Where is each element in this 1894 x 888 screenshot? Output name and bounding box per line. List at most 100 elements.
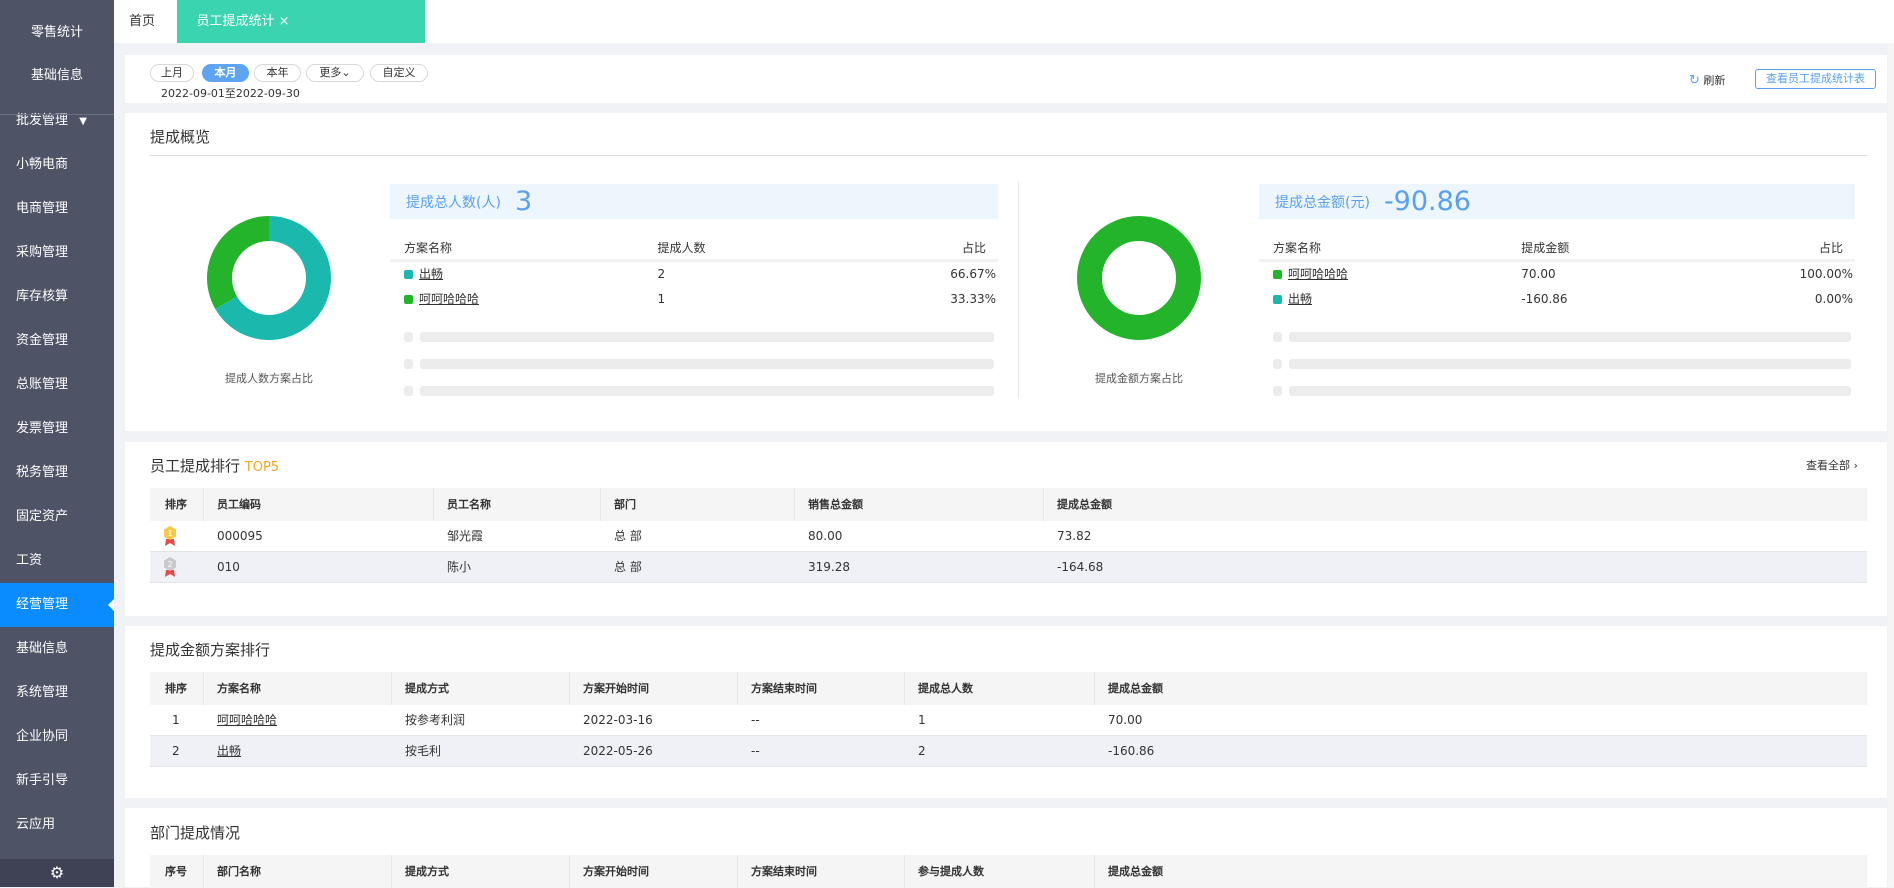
plan-cell[interactable]: 呵呵哈哈哈 [1273, 262, 1348, 287]
plan-name-link[interactable]: 出畅 [1288, 292, 1313, 306]
donut-slice[interactable] [1077, 216, 1201, 340]
sidebar-item[interactable]: 系统管理 [16, 685, 69, 700]
column-header: 销售总金额 [808, 498, 863, 511]
ranking-title: 员工提成排行 TOP5 [150, 457, 280, 475]
plan-name-link[interactable]: 呵呵哈哈哈 [217, 713, 278, 727]
refresh-icon: ↻ [1689, 73, 1700, 88]
legend-header: 方案名称 提成人数 占比 [390, 234, 998, 262]
filter-button[interactable]: 本月 [202, 64, 249, 82]
column-header: 方案开始时间 [583, 865, 649, 878]
sidebar-item[interactable]: 批发管理 ▼ [16, 113, 87, 128]
table-cell: 邹光霞 [447, 529, 484, 543]
legend-swatch [1273, 270, 1282, 279]
legend-swatch [1273, 295, 1282, 304]
table-cell: 73.82 [1057, 529, 1092, 543]
percent-cell: 0.00% [1814, 292, 1853, 306]
sidebar-item[interactable]: 经营管理 [0, 583, 114, 627]
table-header-row: 排序 方案名称 提成方式 方案开始时间 方案结束时间 提成总人数 提成总金额 [150, 672, 1867, 705]
close-icon[interactable]: × [278, 14, 290, 29]
plan-cell[interactable]: 呵呵哈哈哈 [404, 287, 479, 312]
sidebar-item[interactable]: 库存核算 [16, 289, 69, 304]
sidebar-item[interactable]: 总账管理 [16, 377, 69, 392]
sidebar-item[interactable]: 云应用 [16, 817, 56, 832]
svg-text:1: 1 [167, 529, 172, 538]
sidebar-item[interactable]: 税务管理 [16, 465, 69, 480]
scrollbar[interactable] [1888, 43, 1894, 887]
table-header-row: 序号 部门名称 提成方式 方案开始时间 方案结束时间 参与提成人数 提成总金额 [150, 855, 1867, 888]
skeleton-row [390, 351, 998, 378]
divider [150, 155, 1867, 156]
sidebar-item[interactable]: 零售统计 [30, 25, 83, 40]
sidebar-item[interactable]: 基础信息 [16, 641, 69, 656]
skeleton-row [1259, 351, 1855, 378]
sidebar-item[interactable]: 采购管理 [16, 245, 69, 260]
value-cell: 70.00 [1521, 267, 1556, 281]
tab-employee-commission[interactable] [291, 0, 425, 43]
plans-card [125, 626, 1887, 798]
plans-title: 提成金额方案排行 [150, 641, 271, 659]
tab-label: 员工提成统计 [196, 14, 275, 29]
plan-cell[interactable]: 出畅 [1273, 287, 1312, 312]
ranking-table: 排序 员工编码 员工名称 部门 销售总金额 提成总金额 1 000095 邹光霞总 部 80.00… [150, 488, 1867, 583]
refresh-button[interactable]: ↻ 刷新 [1689, 72, 1725, 88]
dept-title: 部门提成情况 [150, 824, 241, 842]
sidebar-item[interactable]: 固定资产 [16, 509, 69, 524]
overview-title: 提成概览 [150, 128, 211, 146]
people-total-label: 提成总人数(人) [406, 195, 501, 211]
plan-cell[interactable]: 出畅 [404, 262, 443, 287]
column-header: 序号 [165, 865, 187, 878]
filter-button[interactable]: 本年 [254, 64, 301, 82]
sidebar-item[interactable]: 电商管理 [16, 201, 69, 216]
people-legend-table: 方案名称 提成人数 占比 出畅 2 66.67% 呵呵哈哈哈 1 33.33% [390, 234, 998, 405]
percent-cell: 100.00% [1799, 267, 1853, 281]
column-header: 员工名称 [447, 498, 491, 511]
skeleton-row [1259, 324, 1855, 351]
filter-button[interactable]: 上月 [150, 64, 194, 82]
table-cell: 80.00 [808, 529, 843, 543]
view-commission-table-button[interactable]: 查看员工提成统计表 [1755, 69, 1876, 89]
table-row: 2 出畅 按毛利 2022-05-26 -- 2 -160.86 [150, 736, 1867, 767]
silver-medal-icon: 2 [162, 556, 178, 590]
sidebar-item[interactable]: 小畅电商 [16, 157, 69, 172]
amount-total-label: 提成总金额(元) [1275, 195, 1370, 211]
table-cell: 2022-05-26 [583, 744, 653, 758]
chevron-right-icon: › [1853, 459, 1858, 472]
column-header: 方案结束时间 [751, 682, 817, 695]
table-cell: 010 [217, 560, 240, 574]
view-all-link[interactable]: 查看全部 › [1806, 459, 1858, 472]
plan-name-link[interactable]: 出畅 [217, 744, 242, 758]
plan-name-link[interactable]: 呵呵哈哈哈 [419, 292, 480, 306]
column-header: 员工编码 [217, 498, 261, 511]
table-cell: 70.00 [1108, 713, 1143, 727]
column-header: 方案开始时间 [583, 682, 649, 695]
settings-button[interactable]: ⚙ [0, 859, 114, 887]
legend-row: 呵呵哈哈哈 1 33.33% [390, 287, 998, 312]
table-cell: 总 部 [614, 560, 642, 574]
sidebar-item[interactable]: 资金管理 [16, 333, 69, 348]
amount-donut-chart [1077, 216, 1201, 340]
table-header-row: 排序 员工编码 员工名称 部门 销售总金额 提成总金额 [150, 488, 1867, 521]
refresh-label: 刷新 [1703, 74, 1726, 87]
table-cell: 按毛利 [405, 744, 442, 758]
sidebar-item[interactable]: 基础信息 [30, 68, 83, 83]
tab-home[interactable]: 首页 [128, 14, 155, 29]
tab-employee-commission-active[interactable]: 员工提成统计 × [177, 0, 309, 43]
plan-name-link[interactable]: 呵呵哈哈哈 [1288, 267, 1349, 281]
sidebar-item[interactable]: 新手引导 [16, 773, 69, 788]
filter-button[interactable]: 更多⌄ [306, 64, 364, 82]
dept-table: 序号 部门名称 提成方式 方案开始时间 方案结束时间 参与提成人数 提成总金额 [150, 855, 1867, 888]
plan-name-link[interactable]: 出畅 [419, 267, 444, 281]
table-cell: 1 [172, 713, 180, 727]
donut-slice[interactable] [207, 216, 269, 309]
table-cell: 1 [918, 713, 926, 727]
column-header: 提成总金额 [1108, 682, 1163, 695]
sidebar-item[interactable]: 发票管理 [16, 421, 69, 436]
filter-button[interactable]: 自定义 [370, 64, 428, 82]
sidebar-item[interactable]: 企业协同 [16, 729, 69, 744]
value-cell: -160.86 [1521, 292, 1568, 306]
column-header: 方案结束时间 [751, 865, 817, 878]
sidebar-item[interactable]: 工资 [16, 553, 43, 568]
table-cell: 2022-03-16 [583, 713, 653, 727]
column-header: 部门名称 [217, 865, 261, 878]
donut-slice[interactable] [215, 216, 331, 340]
